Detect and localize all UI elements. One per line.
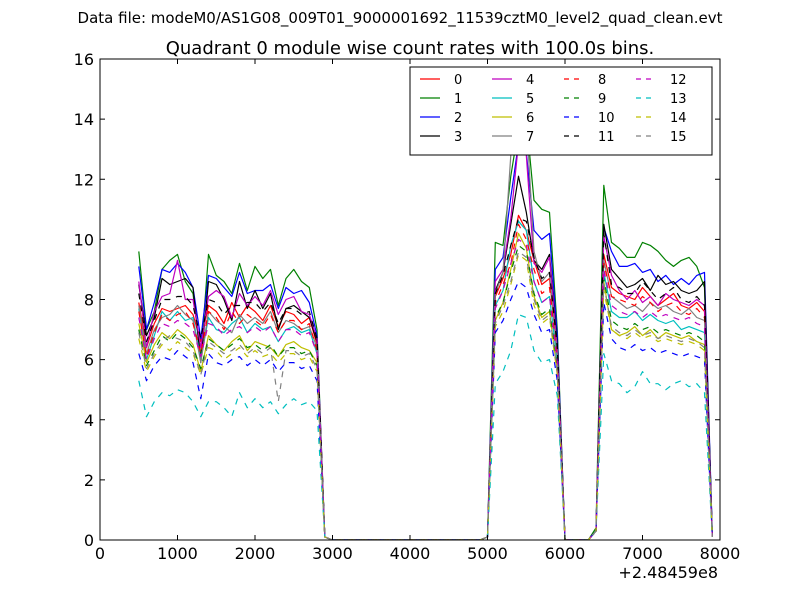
chart-title: Quadrant 0 module wise count rates with … — [166, 38, 655, 59]
legend-label-6: 6 — [526, 111, 534, 126]
y-tick-label: 12 — [74, 170, 94, 189]
plot-area — [138, 115, 713, 540]
legend-label-2: 2 — [454, 111, 462, 126]
series-line-14 — [138, 253, 713, 540]
legend-label-11: 11 — [598, 130, 615, 145]
legend-label-13: 13 — [670, 92, 687, 107]
legend-label-1: 1 — [454, 92, 462, 107]
legend-label-0: 0 — [454, 73, 462, 88]
series-line-1 — [138, 118, 713, 540]
legend-label-8: 8 — [598, 73, 606, 88]
series-line-15 — [138, 250, 713, 540]
series-line-12 — [138, 238, 713, 540]
legend-label-7: 7 — [526, 130, 534, 145]
legend-label-9: 9 — [598, 92, 606, 107]
x-tick-label: 7000 — [622, 544, 663, 563]
legend-label-10: 10 — [598, 111, 615, 126]
legend-label-15: 15 — [670, 130, 687, 145]
y-tick-label: 2 — [84, 471, 94, 490]
y-tick-label: 0 — [84, 531, 94, 550]
x-tick-label: 3000 — [312, 544, 353, 563]
legend-label-4: 4 — [526, 73, 534, 88]
x-tick-label: 6000 — [545, 544, 586, 563]
y-tick-label: 14 — [74, 110, 94, 129]
x-axis-offset-label: +2.48459e8 — [618, 563, 718, 582]
x-tick-label: 5000 — [467, 544, 508, 563]
series-line-4 — [138, 142, 713, 540]
axes: 0 1000 2000 3000 4000 5000 6000 7000 80000246810… — [74, 50, 741, 563]
series-line-3 — [138, 175, 713, 540]
series-line-6 — [138, 232, 713, 540]
y-tick-label: 4 — [84, 411, 94, 430]
y-tick-label: 8 — [84, 291, 94, 310]
y-tick-label: 16 — [74, 50, 94, 69]
figure-suptitle: Data file: modeM0/AS1G08_009T01_90000016… — [77, 9, 723, 27]
series-line-5 — [138, 220, 713, 540]
series-line-9 — [138, 244, 713, 540]
legend-label-3: 3 — [454, 130, 462, 145]
series-line-0 — [138, 214, 713, 540]
x-tick-label: 4000 — [390, 544, 431, 563]
y-tick-label: 6 — [84, 351, 94, 370]
y-tick-label: 10 — [74, 230, 94, 249]
x-tick-label: 2000 — [235, 544, 276, 563]
series-line-13 — [138, 313, 713, 540]
x-tick-label: 8000 — [700, 544, 741, 563]
legend-box — [409, 66, 713, 156]
series-line-2 — [138, 142, 713, 540]
series-line-8 — [138, 223, 713, 540]
x-tick-label: 0 — [95, 544, 105, 563]
legend-label-5: 5 — [526, 92, 534, 107]
legend-label-14: 14 — [670, 111, 687, 126]
series-line-11 — [138, 217, 713, 540]
series-line-7 — [138, 115, 713, 540]
legend-label-12: 12 — [670, 73, 687, 88]
x-tick-label: 1000 — [157, 544, 198, 563]
